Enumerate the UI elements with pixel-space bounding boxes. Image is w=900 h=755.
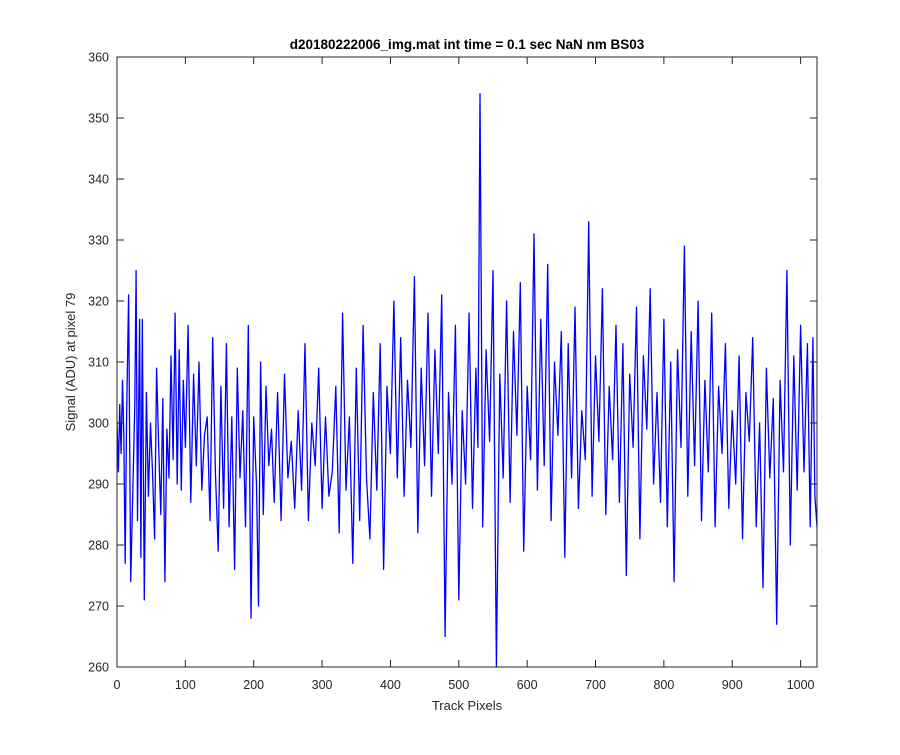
y-tick-label: 320 [88, 295, 109, 309]
y-tick-label: 340 [88, 173, 109, 187]
y-tick-label: 300 [88, 417, 109, 431]
y-tick-label: 260 [88, 661, 109, 675]
plot-area [117, 57, 817, 667]
series-line-1 [117, 92, 817, 667]
chart-title: d20180222006_img.mat int time = 0.1 sec … [290, 37, 645, 52]
y-axis-label: Signal (ADU) at pixel 79 [63, 293, 78, 432]
x-tick-label: 200 [243, 678, 264, 692]
axis-ticks: 0 100 200 300 400 500 600 700 800 900 1000 260 270 28… [88, 51, 817, 692]
x-tick-label: 0 [114, 678, 121, 692]
x-tick-label: 700 [585, 678, 606, 692]
x-tick-label: 900 [722, 678, 743, 692]
x-tick-label: 400 [380, 678, 401, 692]
x-tick-label: 600 [517, 678, 538, 692]
x-tick-label: 100 [175, 678, 196, 692]
y-tick-label: 270 [88, 600, 109, 614]
y-tick-label: 350 [88, 112, 109, 126]
x-tick-label: 300 [312, 678, 333, 692]
y-tick-label: 280 [88, 539, 109, 553]
y-tick-label: 360 [88, 51, 109, 65]
y-tick-label: 310 [88, 356, 109, 370]
x-tick-label: 500 [448, 678, 469, 692]
series-layer [117, 92, 817, 667]
y-tick-label: 290 [88, 478, 109, 492]
x-axis-label: Track Pixels [432, 698, 503, 713]
x-tick-label: 1000 [787, 678, 815, 692]
y-tick-label: 330 [88, 234, 109, 248]
x-tick-label: 800 [653, 678, 674, 692]
plot-frame [116, 56, 818, 668]
